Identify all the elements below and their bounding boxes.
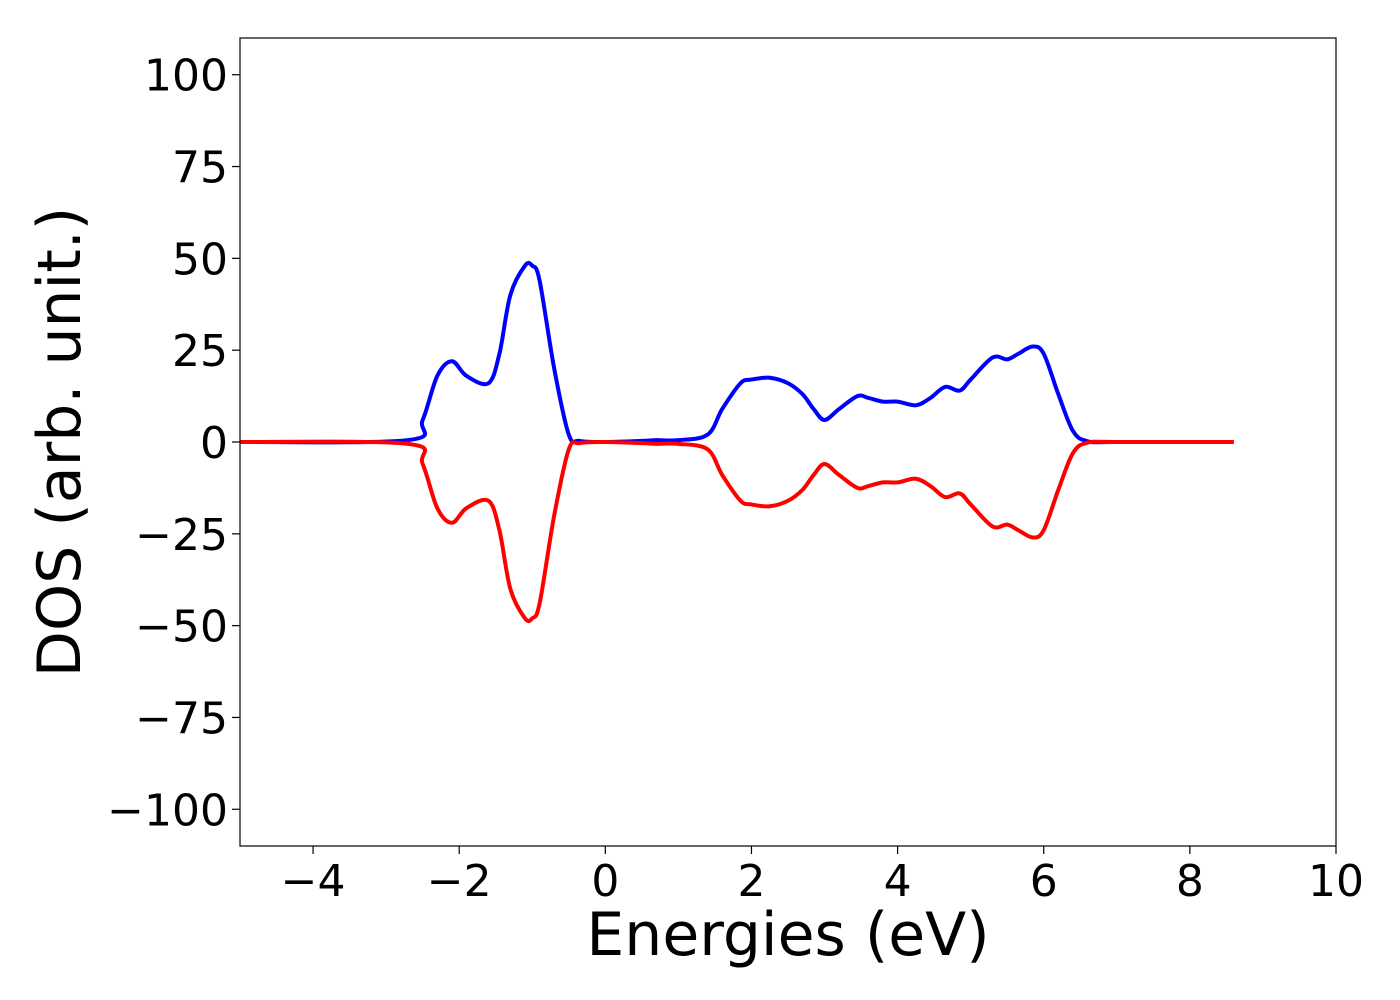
x-tick-label: 10 [1308,856,1364,907]
x-tick-label: 8 [1176,856,1204,907]
y-tick-label: 100 [144,51,228,102]
y-tick-label: 50 [172,234,228,285]
y-tick-label: 25 [172,326,228,377]
x-tick-label: 6 [1030,856,1058,907]
dos-spin-up-line [240,260,1234,445]
x-axis-label: Energies (eV) [586,900,989,970]
x-tick-label: 4 [884,856,912,907]
y-tick-label: 0 [200,418,228,469]
y-tick-label: −75 [135,693,228,744]
x-tick-label: −2 [427,856,492,907]
y-tick-label: −100 [107,785,228,836]
x-tick-label: 0 [591,856,619,907]
y-tick-label: 75 [172,143,228,194]
y-axis-label: DOS (arb. unit.) [25,207,95,677]
x-tick-label: −4 [281,856,346,907]
y-tick-label: −25 [135,510,228,561]
y-tick-label: −50 [135,602,228,653]
dos-spin-down-line [240,439,1234,624]
x-tick-label: 2 [737,856,765,907]
